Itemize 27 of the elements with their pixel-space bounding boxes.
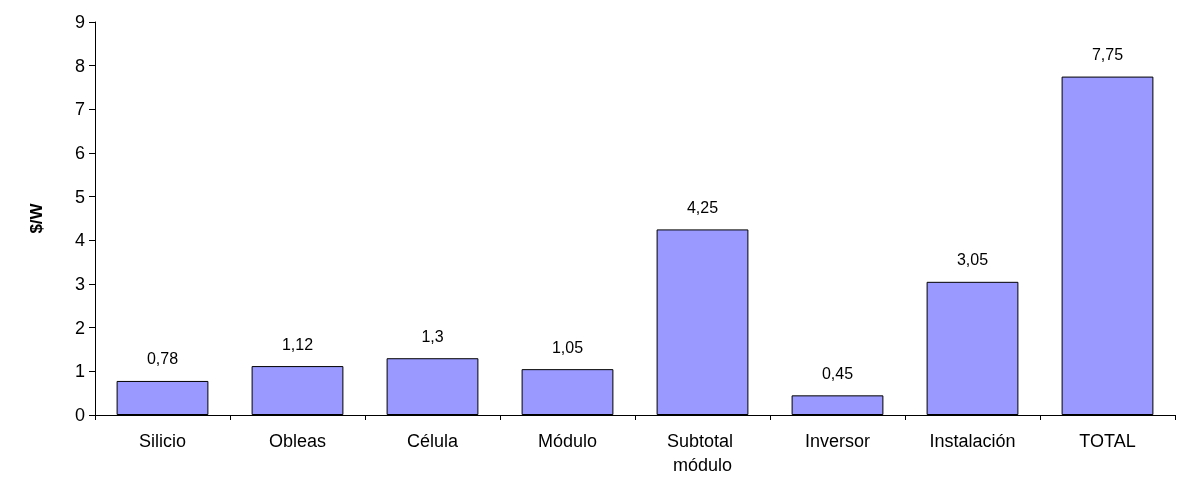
y-tick-label: 0 bbox=[74, 405, 85, 425]
x-tick-label: Silicio bbox=[138, 431, 187, 451]
data-label: 1,3 bbox=[421, 327, 444, 345]
y-tick-label: 4 bbox=[74, 230, 85, 251]
data-label: 0,78 bbox=[146, 350, 179, 368]
data-label: 7,75 bbox=[1091, 46, 1124, 64]
x-tick-label: Célula bbox=[406, 431, 459, 451]
y-axis-title: $/W bbox=[27, 202, 46, 234]
y-tick-label: 2 bbox=[74, 317, 85, 338]
data-label: 1,12 bbox=[281, 335, 314, 353]
data-label: 3,05 bbox=[956, 251, 989, 269]
y-tick-label: 5 bbox=[74, 186, 85, 207]
y-tick-label: 3 bbox=[74, 274, 85, 294]
x-tick-label: Instalación bbox=[929, 431, 1016, 451]
y-tick-label: 8 bbox=[74, 55, 85, 76]
data-label: 0,45 bbox=[821, 364, 854, 382]
y-tick-label: 1 bbox=[74, 361, 85, 382]
y-tick-label: 6 bbox=[74, 143, 85, 163]
x-tick-label: Módulo bbox=[537, 431, 598, 451]
y-tick-label: 7 bbox=[74, 99, 85, 120]
x-tick-label: Inversor bbox=[804, 431, 871, 451]
data-label: 4,25 bbox=[686, 198, 719, 216]
data-label: 1,05 bbox=[551, 338, 584, 356]
x-tick-label: TOTAL bbox=[1079, 431, 1136, 451]
x-tick-label: Subtotal módulo bbox=[666, 431, 739, 475]
y-tick-label: 9 bbox=[74, 12, 85, 32]
x-tick-label: Obleas bbox=[268, 431, 327, 451]
